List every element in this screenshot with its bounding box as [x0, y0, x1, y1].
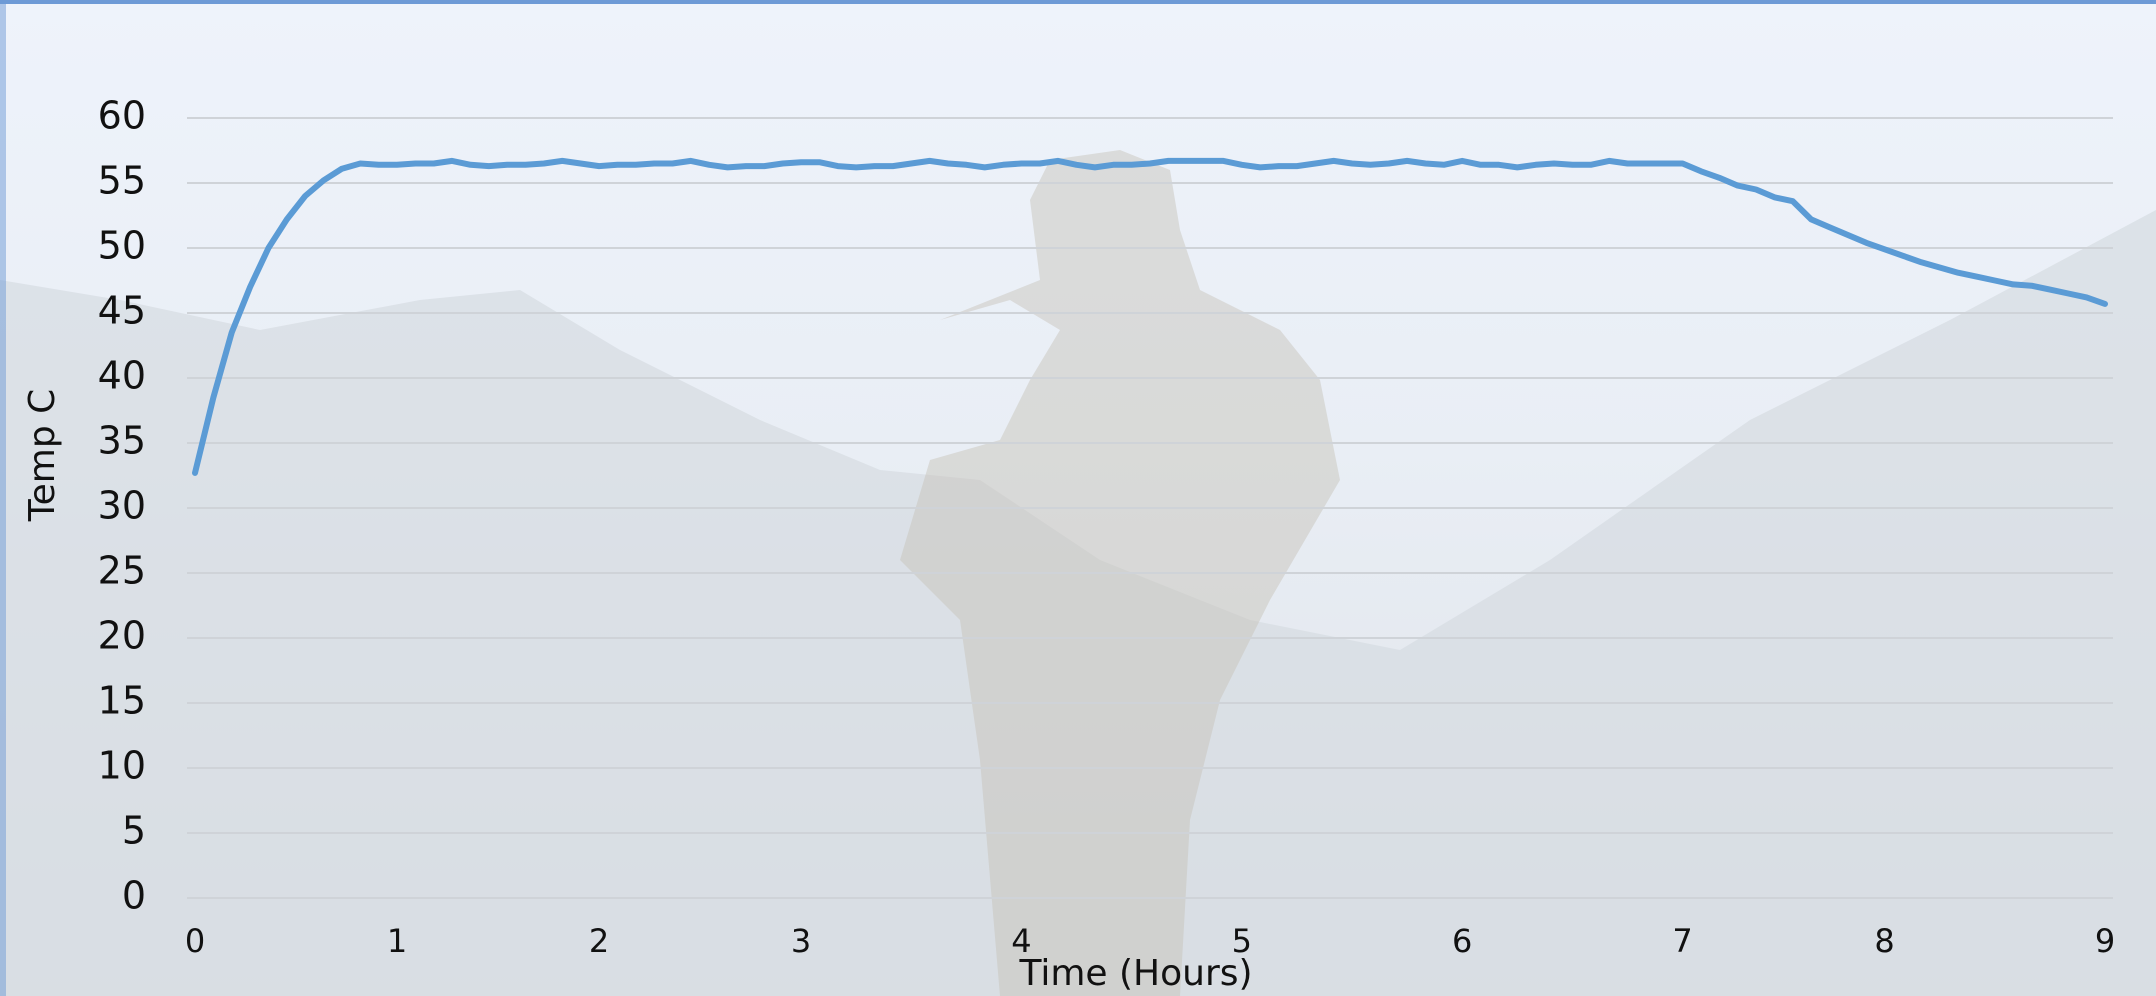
x-tick-label: 1: [387, 922, 407, 960]
y-tick-label: 40: [98, 354, 146, 398]
chart: Time (Hours) Temp C 05101520253035404550…: [0, 0, 2156, 996]
y-tick-label: 50: [98, 224, 146, 268]
y-tick-label: 20: [98, 614, 146, 658]
x-tick-label: 2: [589, 922, 609, 960]
y-tick-label: 0: [122, 874, 146, 918]
y-tick-label: 25: [98, 549, 146, 593]
x-tick-label: 9: [2095, 922, 2115, 960]
y-tick-label: 35: [98, 419, 146, 463]
x-axis-title: Time (Hours): [1018, 953, 1252, 994]
left-border: [0, 0, 6, 996]
x-tick-label: 5: [1232, 922, 1252, 960]
x-tick-label: 7: [1672, 922, 1692, 960]
x-tick-label: 3: [791, 922, 811, 960]
y-tick-label: 10: [98, 744, 146, 788]
y-tick-label: 5: [122, 809, 146, 853]
y-tick-label: 15: [98, 679, 146, 723]
y-tick-label: 60: [98, 94, 146, 138]
top-border: [0, 0, 2156, 4]
y-tick-label: 45: [98, 289, 146, 333]
y-tick-label: 55: [98, 159, 146, 203]
y-tick-label: 30: [98, 484, 146, 528]
y-axis-title: Temp C: [22, 389, 63, 523]
x-tick-label: 4: [1011, 922, 1031, 960]
x-tick-label: 6: [1452, 922, 1472, 960]
x-tick-label: 8: [1874, 922, 1894, 960]
x-tick-label: 0: [185, 922, 205, 960]
